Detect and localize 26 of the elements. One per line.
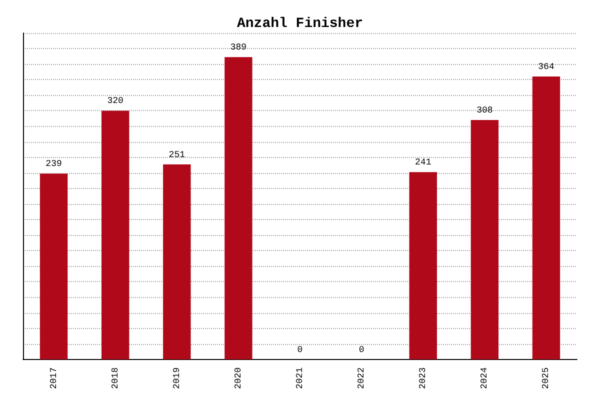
x-tick-label: 2024 bbox=[480, 367, 490, 390]
x-tick-label: 2022 bbox=[356, 367, 367, 390]
x-tick-label: 2018 bbox=[110, 367, 120, 390]
bar bbox=[163, 164, 191, 360]
chart-title: Anzahl Finisher bbox=[236, 16, 364, 32]
x-tick-label: 2020 bbox=[233, 367, 244, 390]
data-label: 0 bbox=[297, 344, 303, 355]
data-label: 320 bbox=[107, 96, 124, 106]
bar bbox=[409, 172, 437, 360]
x-tick-label: 2019 bbox=[172, 367, 182, 390]
data-label: 0 bbox=[358, 344, 364, 355]
bar bbox=[470, 120, 499, 360]
data-label: 239 bbox=[46, 159, 62, 170]
data-label: 389 bbox=[230, 42, 247, 53]
data-label: 364 bbox=[538, 62, 554, 72]
bar bbox=[40, 174, 68, 360]
x-tick-label: 2023 bbox=[418, 367, 428, 390]
data-label: 308 bbox=[476, 106, 493, 116]
x-tick-label: 2021 bbox=[295, 367, 305, 390]
bar bbox=[532, 76, 560, 360]
bar bbox=[101, 110, 130, 360]
data-label: 241 bbox=[415, 158, 432, 168]
data-label: 251 bbox=[168, 150, 185, 160]
x-tick-label: 2025 bbox=[541, 367, 552, 390]
x-tick-label: 2017 bbox=[48, 367, 59, 390]
bar bbox=[224, 57, 252, 360]
